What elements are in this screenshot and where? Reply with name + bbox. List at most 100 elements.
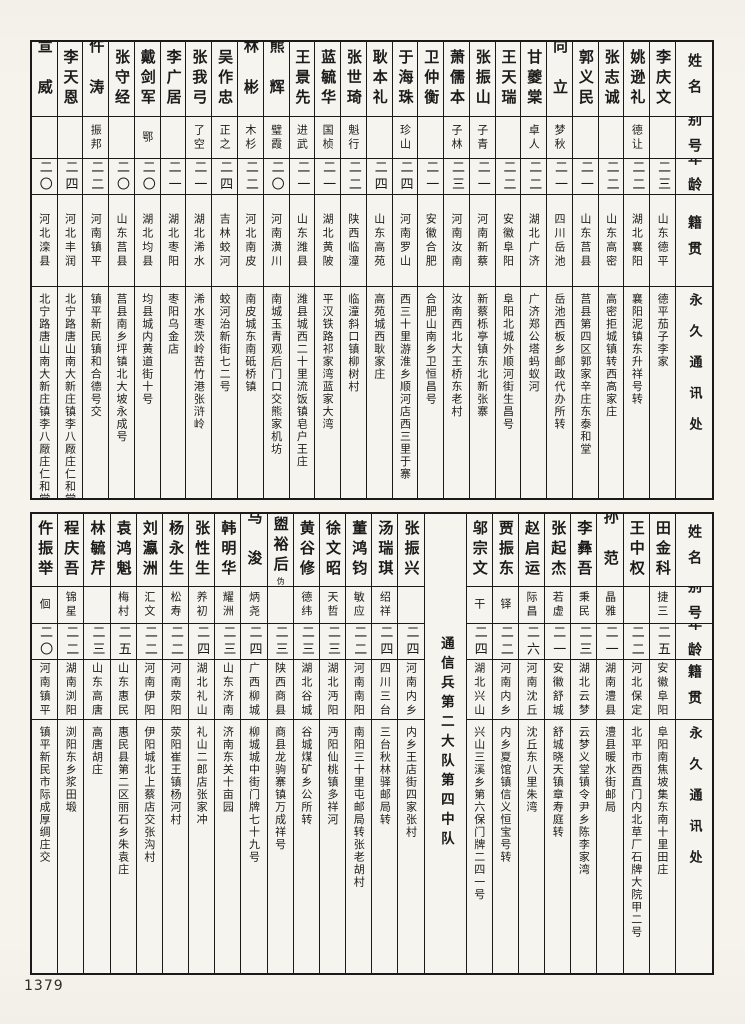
person-origin-cell: 山东高唐 <box>84 660 110 720</box>
person-alias: 际昌 <box>525 591 539 619</box>
person-name-cell: 张守经 <box>109 42 134 117</box>
person-origin: 山东潍县 <box>295 212 309 269</box>
header-column: 姓名 别号 年龄 籍贯 永久通讯处 <box>675 514 712 973</box>
person-address-cell: 内乡夏馆镇信义恒宝号转 <box>493 720 518 973</box>
person-alias: 若虚 <box>551 591 565 619</box>
header-cell-alias: 别号 <box>676 587 712 624</box>
person-name-cell: 吴作忠 <box>212 42 237 117</box>
person-origin: 山东莒县 <box>578 212 592 269</box>
person-name: 张性生 <box>193 520 212 580</box>
person-name-cell: 刘瀛洲 <box>136 514 162 587</box>
person-age: 二三 <box>298 624 314 659</box>
person-column: 张世琦 魁行 二二 陕西临潼 临潼斜口镇柳树村 <box>340 42 366 498</box>
person-age: 二二 <box>63 624 79 659</box>
person-origin-cell: 河北丰润 <box>57 195 83 287</box>
person-age-cell: 二二 <box>83 159 109 195</box>
person-origin: 吉林蛟河 <box>218 212 232 269</box>
person-origin-cell: 河南汝南 <box>444 195 469 287</box>
person-name: 耿本礼 <box>370 49 389 109</box>
person-origin-cell: 山东高密 <box>598 195 624 287</box>
person-origin-cell: 河南内乡 <box>398 660 424 720</box>
person-column: 杨永生 松寿 二二 河南荥阳 荥阳崔王镇杨河村 <box>161 514 189 973</box>
person-age-cell: 二三 <box>293 624 319 660</box>
person-address: 平汉铁路祁家湾蓝家大湾 <box>321 293 335 431</box>
person-name: 蓝毓华 <box>319 49 338 109</box>
person-name: 戴剑军 <box>138 49 157 109</box>
person-name: 徐文昭 <box>324 520 343 580</box>
person-origin-cell: 河南镇平 <box>83 195 109 287</box>
person-origin: 河北保定 <box>629 661 643 718</box>
person-address-cell: 柳城城中街门牌七十九号 <box>241 720 266 973</box>
person-age: 二二 <box>345 159 361 194</box>
person-age: 二一 <box>474 159 490 194</box>
person-alias-cell <box>398 587 424 624</box>
person-origin-cell: 安徽阜阳 <box>649 660 675 720</box>
person-age-cell: 二四 <box>398 624 424 660</box>
person-column: 袁鸿魁 梅村 二五 山东惠民 惠民县第二区丽石乡朱袁庄 <box>109 514 136 973</box>
person-name: 张起杰 <box>549 520 568 580</box>
person-column: 李彝吾 秉民 二三 湖北云梦 云梦义堂镇令尹乡陈李家湾 <box>570 514 597 973</box>
header-cell-address: 永久通讯处 <box>676 287 712 498</box>
person-age: 二一 <box>320 159 336 194</box>
person-origin: 山东高密 <box>604 212 618 269</box>
person-column: 张起杰 若虚 二一 安徽舒城 舒城晓天镇章寿庭转 <box>544 514 571 973</box>
person-address-cell: 广济郑公塔蚂蚁河 <box>521 287 546 498</box>
person-alias-cell: 珍山 <box>392 117 418 159</box>
person-address: 谷城煤矿乡公所转 <box>299 726 313 826</box>
person-age: 二四 <box>397 159 413 194</box>
person-alias: 汇文 <box>142 591 156 619</box>
person-age: 二四 <box>403 624 419 659</box>
person-age: 二一 <box>294 159 310 194</box>
person-alias: 子林 <box>449 123 463 152</box>
person-alias-cell: 耀洲 <box>215 587 241 624</box>
person-address-cell: 镇平新民镇和合德号交 <box>83 287 108 498</box>
person-name-cell: 贾振东 <box>492 514 518 587</box>
person-address: 澧县暖水街邮局 <box>603 726 617 814</box>
person-address: 商县龙驹寨镇万成祥号 <box>273 726 287 851</box>
person-age-cell: 二一 <box>186 159 212 195</box>
person-address: 北平市西直门内北草厂石牌大院甲二号 <box>629 726 643 939</box>
person-address-cell: 镇平新民市际成厚绸庄交 <box>32 720 57 973</box>
person-alias-cell <box>267 587 293 624</box>
person-origin: 河南汝南 <box>449 212 463 269</box>
person-name: 吴作忠 <box>216 49 235 109</box>
person-alias-cell: 铎 <box>492 587 518 624</box>
person-name: 郭义民 <box>576 49 595 109</box>
person-column: 卫仲衡 二一 安徽合肥 合肥山南乡卫恒昌号 <box>417 42 444 498</box>
person-age: 二〇 <box>268 159 284 194</box>
person-age-cell: 二〇 <box>31 159 57 195</box>
person-age-cell: 二四 <box>189 624 215 660</box>
person-origin-cell: 四川岳池 <box>547 195 572 287</box>
unit-label: 通信兵第二大队第四中队 <box>437 636 454 851</box>
person-origin-cell: 湖南澧县 <box>597 660 623 720</box>
person-address-cell: 舒城晓天镇章寿庭转 <box>545 720 570 973</box>
person-origin: 河南南阳 <box>352 661 366 718</box>
person-age-cell: 二五 <box>649 624 675 660</box>
person-address-cell: 北平市西直门内北草厂石牌大院甲二号 <box>624 720 649 973</box>
person-name: 林毓芹 <box>88 520 107 580</box>
person-age-cell: 二〇 <box>32 624 58 660</box>
person-age-cell: 二四 <box>392 159 418 195</box>
person-name-cell: 张起杰 <box>545 514 571 587</box>
person-name-cell: 张振兴 <box>398 514 424 587</box>
header-cell-name: 姓名 <box>676 514 712 587</box>
page-number: 1379 <box>24 978 64 994</box>
person-name: 邬宗文 <box>470 520 489 580</box>
person-alias: 子青 <box>475 123 489 152</box>
person-column: 戴剑军鄂二〇 湖北均县 均县城内黄道街十号 <box>133 42 160 498</box>
person-name-cell: 马浚 <box>241 514 267 587</box>
person-column: 张守经 二〇 山东莒县 莒县南乡坪镇北大坡永成号 <box>108 42 134 498</box>
person-alias: 珍山 <box>398 123 412 152</box>
person-address-cell: 北宁路唐山南大新庄镇李八厰庄仁和堂 <box>32 287 57 498</box>
person-name: 田金科 <box>653 520 672 580</box>
person-alias-cell: 梅村 <box>110 587 136 624</box>
person-age-cell: 二五 <box>110 624 136 660</box>
header-name-label: 姓名 <box>686 53 702 105</box>
person-origin: 陕西临潼 <box>346 212 360 269</box>
person-origin-cell: 河南罗山 <box>392 195 418 287</box>
person-alias-cell: 德让 <box>624 117 650 159</box>
person-alias-cell <box>366 117 392 159</box>
person-alias-cell: 捷三 <box>649 587 675 624</box>
person-column: 张志诚 二二 山东高密 高密拒城镇转西高家庄 <box>597 42 624 498</box>
person-name-cell: 耿本礼 <box>366 42 392 117</box>
